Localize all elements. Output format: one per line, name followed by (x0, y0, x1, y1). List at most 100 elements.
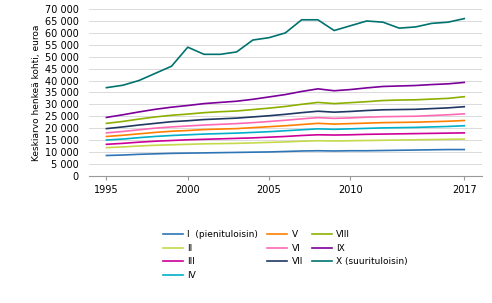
VI (185, 124, 191, 128)
VII (445, 106, 451, 110)
IX (250, 98, 256, 101)
X (suurituloisin) (380, 20, 386, 24)
VII (282, 112, 288, 116)
VIII (315, 101, 321, 104)
IX (364, 86, 369, 90)
IX (103, 116, 109, 119)
V (380, 121, 386, 125)
VII (185, 119, 191, 123)
X (suurituloisin) (282, 31, 288, 35)
VII (461, 105, 467, 108)
VII (347, 110, 353, 113)
I  (pienituloisin) (234, 151, 240, 154)
VII (412, 108, 418, 111)
IX (217, 101, 223, 104)
III (103, 142, 109, 146)
IV (103, 138, 109, 142)
III (250, 136, 256, 140)
IX (266, 95, 272, 99)
II (120, 145, 125, 149)
I  (pienituloisin) (217, 151, 223, 155)
IV (136, 136, 142, 139)
Line: VIII: VIII (106, 97, 464, 123)
IV (266, 130, 272, 134)
X (suurituloisin) (331, 29, 337, 32)
V (136, 132, 142, 136)
I  (pienituloisin) (103, 154, 109, 157)
II (315, 139, 321, 143)
VIII (282, 105, 288, 108)
IX (412, 84, 418, 87)
IV (250, 131, 256, 134)
IX (136, 110, 142, 114)
V (169, 129, 175, 133)
X (suurituloisin) (234, 50, 240, 54)
IX (169, 105, 175, 109)
X (suurituloisin) (120, 83, 125, 87)
V (412, 120, 418, 124)
II (299, 139, 305, 143)
II (429, 138, 435, 142)
III (396, 132, 402, 136)
IV (153, 135, 158, 138)
Y-axis label: Keskiarvo henkeä kohti, euroa: Keskiarvo henkeä kohti, euroa (31, 24, 41, 161)
II (266, 141, 272, 144)
III (217, 137, 223, 141)
IV (299, 128, 305, 132)
I  (pienituloisin) (331, 149, 337, 153)
VII (201, 118, 207, 122)
IV (201, 132, 207, 136)
III (136, 140, 142, 144)
X (suurituloisin) (412, 25, 418, 29)
III (169, 139, 175, 142)
IV (315, 127, 321, 131)
IX (299, 90, 305, 93)
Line: II: II (106, 139, 464, 148)
VIII (250, 108, 256, 112)
VIII (364, 100, 369, 104)
III (185, 138, 191, 142)
V (331, 122, 337, 126)
IV (396, 126, 402, 129)
Line: I  (pienituloisin): I (pienituloisin) (106, 150, 464, 155)
III (445, 131, 451, 135)
V (396, 121, 402, 124)
IX (331, 89, 337, 93)
VIII (201, 111, 207, 115)
VIII (429, 97, 435, 101)
III (234, 137, 240, 140)
II (282, 140, 288, 144)
IV (412, 126, 418, 129)
IV (461, 124, 467, 128)
VI (136, 128, 142, 132)
X (suurituloisin) (169, 65, 175, 68)
IV (185, 133, 191, 137)
III (201, 138, 207, 141)
V (364, 121, 369, 125)
VIII (445, 97, 451, 100)
VI (412, 115, 418, 118)
V (266, 125, 272, 128)
VI (266, 120, 272, 123)
I  (pienituloisin) (396, 148, 402, 152)
IX (347, 88, 353, 92)
V (315, 122, 321, 125)
II (153, 143, 158, 147)
VI (445, 113, 451, 117)
VIII (331, 102, 337, 105)
X (suurituloisin) (429, 22, 435, 25)
IV (217, 132, 223, 135)
VIII (380, 99, 386, 102)
II (201, 142, 207, 146)
VI (120, 130, 125, 133)
VI (429, 114, 435, 117)
IV (120, 137, 125, 141)
V (429, 120, 435, 124)
V (445, 119, 451, 123)
X (suurituloisin) (201, 52, 207, 56)
V (461, 119, 467, 122)
IV (364, 127, 369, 130)
IX (396, 84, 402, 88)
X (suurituloisin) (315, 18, 321, 22)
IV (380, 126, 386, 130)
